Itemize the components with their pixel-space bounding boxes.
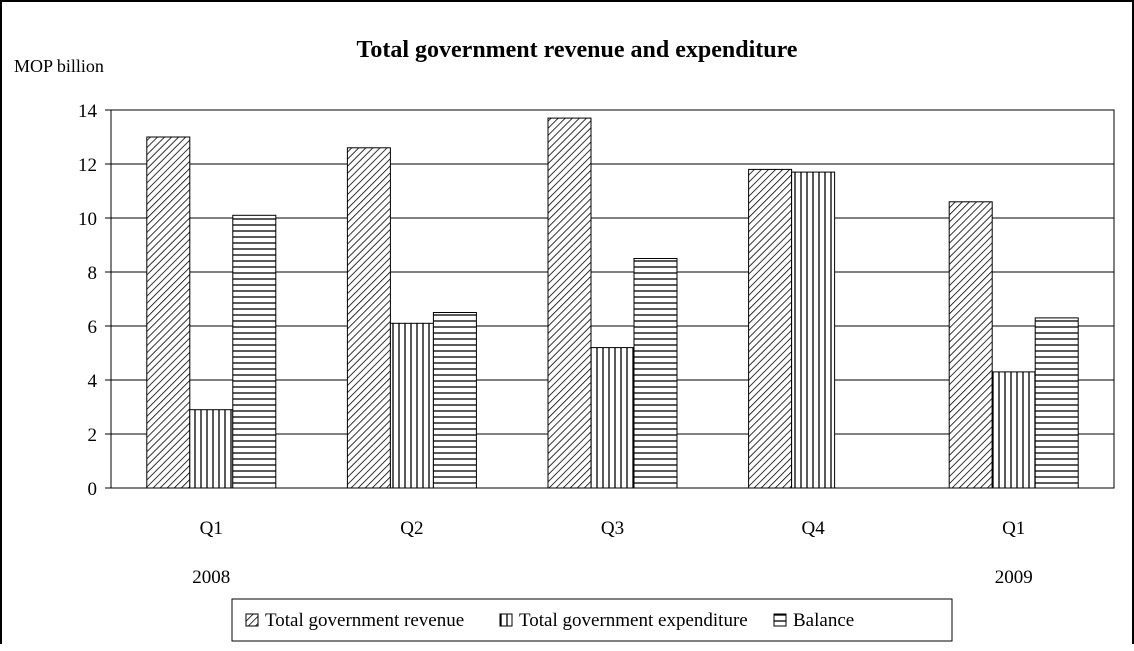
x-axis-categories: Q1 Q2 Q3 Q4 Q1 xyxy=(200,518,1026,539)
x-axis-years: 2008 2009 xyxy=(192,567,1032,588)
bar-vertical-hatch xyxy=(991,371,1036,489)
legend-swatch xyxy=(245,613,259,627)
y-tick-label: 14 xyxy=(78,101,98,122)
x-category-label: Q1 xyxy=(200,518,223,539)
y-tick-label: 8 xyxy=(88,263,98,284)
bar-horizontal-hatch xyxy=(1034,317,1079,489)
plot-area-border xyxy=(110,109,1115,489)
x-category-label: Q2 xyxy=(400,518,423,539)
legend-label: Total government revenue xyxy=(265,610,464,631)
y-axis-unit-label: MOP billion xyxy=(14,56,104,76)
y-tick-label: 6 xyxy=(88,317,98,338)
y-tick-label: 12 xyxy=(78,155,97,176)
bar-vertical-hatch xyxy=(791,171,836,489)
bar-vertical-hatch xyxy=(189,409,234,489)
legend-label: Total government expenditure xyxy=(519,610,748,631)
x-year-label: 2008 xyxy=(192,567,230,588)
legend-label: Balance xyxy=(793,610,854,631)
y-tick-label: 0 xyxy=(88,479,98,500)
bars xyxy=(146,117,1079,489)
y-axis-ticks: 0 2 4 6 8 10 12 14 xyxy=(78,101,111,500)
legend-box xyxy=(231,598,953,642)
legend-swatch xyxy=(773,613,787,627)
x-category-label: Q3 xyxy=(601,518,624,539)
bar-diagonal-hatch xyxy=(146,136,191,489)
bar-diagonal-hatch xyxy=(948,201,993,489)
bar-horizontal-hatch xyxy=(432,312,477,489)
y-tick-label: 2 xyxy=(88,425,98,446)
x-year-label: 2009 xyxy=(995,567,1033,588)
bar-diagonal-hatch xyxy=(346,147,391,489)
y-tick-label: 4 xyxy=(88,371,98,392)
bar-horizontal-hatch xyxy=(633,258,678,489)
legend-swatch xyxy=(499,613,513,627)
bar-vertical-hatch xyxy=(590,347,635,489)
bar-diagonal-hatch xyxy=(547,117,592,489)
x-category-label: Q1 xyxy=(1002,518,1025,539)
legend: Total government revenue Total government… xyxy=(231,598,953,642)
bar-horizontal-hatch xyxy=(232,214,277,489)
bar-vertical-hatch xyxy=(389,322,434,489)
gridlines xyxy=(111,163,1114,435)
x-category-label: Q4 xyxy=(801,518,825,539)
chart-title: Total government revenue and expenditure xyxy=(357,37,798,63)
y-tick-label: 10 xyxy=(78,209,97,230)
bar-diagonal-hatch xyxy=(748,168,793,489)
